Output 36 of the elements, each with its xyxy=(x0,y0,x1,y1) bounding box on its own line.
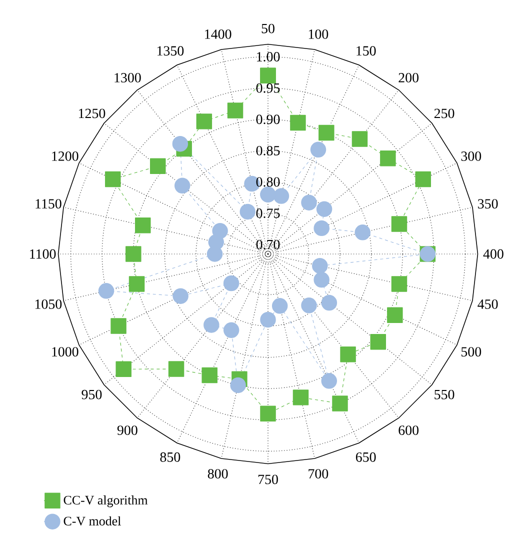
spoke-label: 150 xyxy=(356,46,376,56)
legend-label: CC-V algorithm xyxy=(64,495,148,508)
y-tick-label: 0.80 xyxy=(256,177,280,187)
y-tick-label: 1.00 xyxy=(257,52,280,62)
legend-label: C-V model xyxy=(64,516,121,526)
spoke-label: 350 xyxy=(478,199,498,209)
spoke-label: 400 xyxy=(483,249,504,259)
spoke-label: 1250 xyxy=(78,108,106,118)
spoke-label: 1200 xyxy=(52,151,78,161)
spoke-label: 250 xyxy=(434,108,454,118)
spoke-label: 300 xyxy=(461,151,482,161)
spoke-label: 1300 xyxy=(114,73,141,82)
y-tick-label: 0.90 xyxy=(256,114,280,124)
spoke-label: 1400 xyxy=(205,29,232,39)
spoke-label: 600 xyxy=(398,426,418,435)
spoke-label: 550 xyxy=(434,390,454,400)
spoke-label: 950 xyxy=(82,390,102,400)
y-tick-label: 0.85 xyxy=(256,146,280,156)
spoke-label: 450 xyxy=(478,299,498,309)
y-tick-label: 0.95 xyxy=(256,83,280,93)
spoke-label: 700 xyxy=(308,469,328,479)
spoke-label: 800 xyxy=(208,469,228,479)
spoke-label: 1000 xyxy=(52,347,78,357)
spoke-label: 1150 xyxy=(36,199,62,209)
spoke-label: 1050 xyxy=(35,299,62,309)
spoke-label: 1350 xyxy=(157,46,184,56)
spoke-label: 50 xyxy=(262,24,274,34)
spoke-label: 200 xyxy=(398,73,418,82)
spoke-label: 650 xyxy=(356,452,376,462)
spoke-label: 900 xyxy=(117,426,138,435)
spoke-label: 850 xyxy=(160,452,180,462)
spoke-label: 1100 xyxy=(30,249,56,259)
y-tick-label: 0.75 xyxy=(256,208,280,218)
spoke-label: 750 xyxy=(258,474,278,484)
spoke-label: 500 xyxy=(461,347,482,357)
spoke-label: 100 xyxy=(308,29,328,39)
